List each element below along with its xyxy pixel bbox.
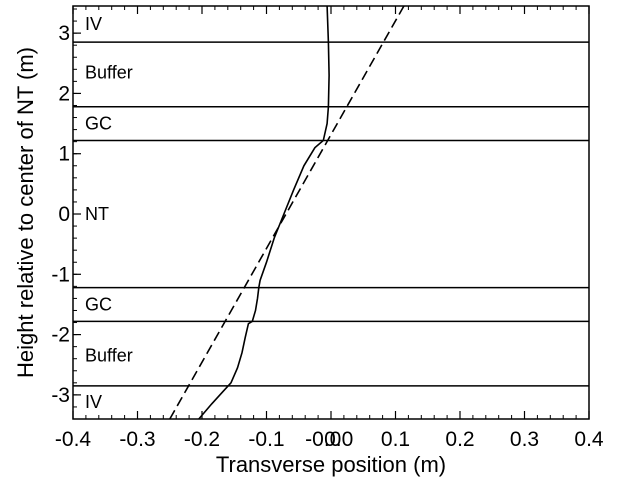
y-tick-label: -3 xyxy=(51,384,70,407)
region-label: Buffer xyxy=(85,62,133,82)
region-label: IV xyxy=(85,14,102,34)
y-tick-label: 2 xyxy=(58,82,70,105)
x-tick-label: 0.1 xyxy=(381,428,410,451)
region-label: GC xyxy=(85,114,112,134)
y-tick-label: -2 xyxy=(51,324,70,347)
x-tick-label: 0.3 xyxy=(510,428,539,451)
y-tick-label: 1 xyxy=(58,143,70,166)
x-axis-title: Transverse position (m) xyxy=(216,452,446,477)
x-tick-label: -0.2 xyxy=(184,428,220,451)
x-tick-label: -0.3 xyxy=(119,428,155,451)
solid-series-line xyxy=(198,5,330,420)
region-label: Buffer xyxy=(85,346,133,366)
y-axis-title: Height relative to center of NT (m) xyxy=(13,47,38,378)
dashed-series-line xyxy=(169,5,405,420)
region-label: GC xyxy=(85,294,112,314)
region-label: NT xyxy=(85,204,109,224)
y-tick-label: -1 xyxy=(51,263,70,286)
region-label: IV xyxy=(85,392,102,412)
x-tick-label: 0.4 xyxy=(574,428,604,451)
y-tick-label: 3 xyxy=(58,22,70,45)
y-tick-label: 0 xyxy=(58,203,70,226)
x-tick-label: 0.0 xyxy=(324,428,353,451)
plot-frame xyxy=(72,5,590,420)
x-tick-label: -0.0 xyxy=(305,428,341,451)
x-tick-label: 0.2 xyxy=(445,428,474,451)
x-tick-label: -0.4 xyxy=(55,428,92,451)
x-tick-label: -0.1 xyxy=(248,428,284,451)
